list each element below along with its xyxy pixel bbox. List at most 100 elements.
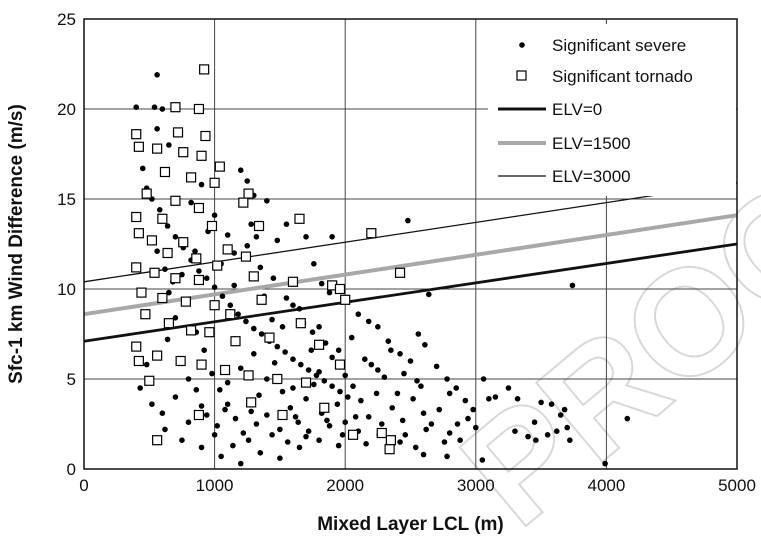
- point-significant-tornado: [272, 373, 283, 385]
- y-tick-label: 20: [57, 100, 76, 119]
- point-significant-severe: [557, 412, 564, 418]
- point-significant-tornado: [222, 244, 233, 255]
- point-significant-severe: [303, 396, 309, 402]
- point-significant-severe: [422, 342, 428, 348]
- point-significant-severe: [209, 370, 215, 377]
- point-significant-severe: [397, 351, 403, 357]
- point-significant-tornado: [131, 262, 142, 273]
- point-significant-severe: [257, 450, 264, 456]
- point-significant-severe: [415, 331, 422, 337]
- point-significant-tornado: [191, 253, 202, 264]
- point-significant-severe: [185, 419, 192, 426]
- point-significant-tornado: [193, 274, 205, 286]
- point-significant-severe: [172, 394, 179, 400]
- point-significant-severe: [162, 426, 168, 433]
- point-significant-severe: [569, 282, 576, 289]
- point-significant-tornado: [149, 267, 160, 278]
- point-significant-severe: [368, 361, 375, 368]
- point-significant-severe: [295, 419, 301, 426]
- point-significant-severe: [290, 356, 296, 363]
- point-significant-severe: [531, 419, 538, 426]
- point-significant-tornado: [243, 188, 254, 199]
- point-significant-tornado: [287, 276, 299, 287]
- point-significant-severe: [533, 437, 539, 444]
- point-significant-severe: [345, 394, 351, 400]
- point-significant-severe: [309, 329, 316, 336]
- legend-label-elv-0: ELV=0: [552, 100, 602, 119]
- y-tick-label: 10: [57, 280, 76, 299]
- point-significant-tornado: [170, 102, 181, 113]
- point-significant-severe: [264, 376, 270, 382]
- point-significant-tornado: [146, 235, 158, 246]
- point-significant-severe: [231, 282, 237, 289]
- point-significant-severe: [232, 415, 239, 422]
- point-significant-severe: [329, 383, 335, 390]
- point-significant-severe: [479, 457, 486, 463]
- point-significant-severe: [271, 360, 278, 366]
- point-significant-tornado: [240, 251, 252, 262]
- point-significant-severe: [256, 392, 262, 399]
- point-significant-severe: [538, 399, 544, 406]
- point-significant-severe: [296, 444, 303, 451]
- point-significant-tornado: [193, 409, 205, 421]
- point-significant-severe: [162, 266, 168, 273]
- point-significant-severe: [188, 199, 194, 206]
- point-significant-severe: [283, 295, 290, 301]
- point-significant-severe: [433, 363, 440, 370]
- point-significant-severe: [350, 383, 356, 390]
- x-tick-label: 3000: [457, 476, 495, 495]
- point-significant-severe: [624, 415, 631, 422]
- axis-ticks: 0 1000 2000 3000 4000 5000 0 5 10 15 20 25: [57, 10, 756, 495]
- point-significant-severe: [222, 406, 228, 413]
- point-significant-severe: [264, 198, 270, 204]
- point-significant-tornado: [200, 130, 211, 142]
- point-significant-tornado: [230, 336, 241, 347]
- point-significant-severe: [342, 419, 349, 426]
- point-significant-severe: [172, 234, 179, 240]
- legend-label-significant-severe: Significant severe: [552, 36, 686, 55]
- y-tick-label: 5: [67, 370, 76, 389]
- point-significant-severe: [203, 275, 210, 282]
- point-significant-tornado: [131, 341, 142, 352]
- point-significant-severe: [453, 385, 460, 391]
- point-significant-severe: [297, 361, 304, 368]
- point-significant-severe: [143, 361, 150, 368]
- point-significant-severe: [352, 414, 359, 420]
- y-tick-label: 25: [57, 10, 76, 29]
- point-significant-severe: [244, 243, 251, 249]
- point-significant-severe: [329, 234, 335, 240]
- trend-line-elv-1500: [83, 213, 738, 317]
- point-significant-severe: [385, 338, 392, 345]
- point-significant-tornado: [243, 370, 254, 381]
- point-significant-severe: [237, 167, 244, 173]
- point-significant-severe: [318, 280, 325, 287]
- point-significant-tornado: [163, 318, 174, 329]
- point-significant-severe: [348, 334, 355, 341]
- point-significant-severe: [465, 415, 471, 422]
- y-tick-label: 0: [67, 460, 76, 479]
- point-significant-severe: [198, 181, 205, 188]
- point-significant-tornado: [141, 188, 152, 199]
- point-significant-severe: [339, 432, 346, 438]
- point-significant-severe: [454, 421, 461, 427]
- point-significant-tornado: [178, 147, 189, 158]
- point-significant-severe: [375, 324, 381, 330]
- point-significant-severe: [240, 430, 247, 436]
- point-significant-severe: [553, 428, 560, 435]
- point-significant-severe: [196, 268, 202, 274]
- point-significant-severe: [290, 302, 296, 309]
- point-significant-tornado: [225, 309, 236, 320]
- x-tick-label: 2000: [326, 476, 364, 495]
- plot-frame: [83, 18, 738, 470]
- point-significant-severe: [193, 387, 200, 393]
- point-significant-severe: [290, 385, 296, 391]
- point-significant-tornado: [159, 166, 171, 178]
- point-significant-severe: [436, 406, 443, 413]
- point-significant-severe: [235, 311, 241, 318]
- point-significant-severe: [378, 421, 385, 427]
- point-significant-tornado: [185, 325, 197, 336]
- point-significant-tornado: [246, 397, 257, 408]
- point-significant-severe: [322, 340, 329, 346]
- point-significant-severe: [337, 388, 343, 395]
- point-significant-severe: [457, 437, 463, 444]
